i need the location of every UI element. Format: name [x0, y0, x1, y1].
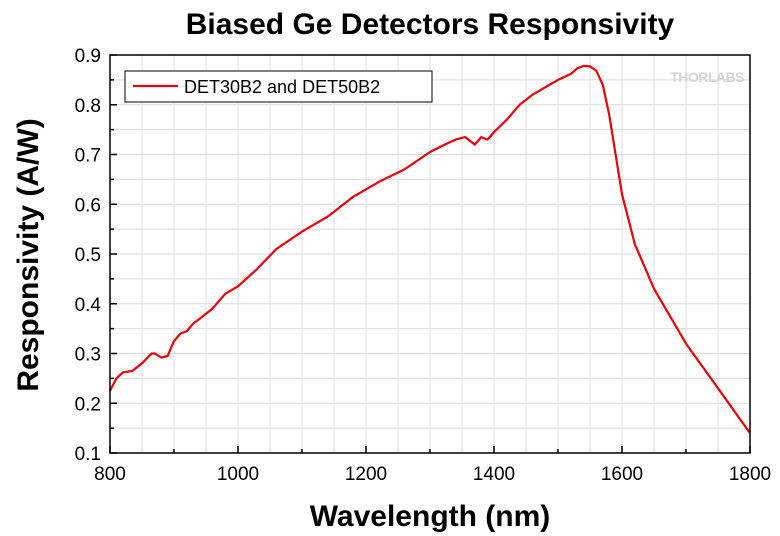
x-tick-label: 1800: [729, 464, 771, 485]
y-tick-label: 0.9: [75, 46, 101, 67]
watermark-logo: THORLABS: [670, 69, 744, 85]
y-tick-label: 0.3: [75, 345, 101, 366]
y-tick-label: 0.6: [75, 195, 101, 216]
y-tick-label: 0.2: [75, 394, 101, 415]
y-tick-label: 0.5: [75, 245, 101, 266]
y-tick-label: 0.4: [75, 295, 102, 316]
plot-border: [109, 54, 751, 454]
y-axis-title: Responsivity (A/W): [12, 118, 45, 391]
x-tick-label: 800: [94, 464, 126, 485]
series-line-det30b2-det50b2: [109, 64, 751, 434]
y-tick-label: 0.8: [75, 96, 101, 117]
y-tick-label: 0.1: [75, 444, 101, 465]
plot-frame: [109, 54, 751, 454]
x-tick-label: 1000: [217, 464, 259, 485]
x-tick-label: 1400: [473, 464, 515, 485]
y-tick-label: 0.7: [75, 146, 101, 167]
chart-title: Biased Ge Detectors Responsivity: [186, 8, 675, 41]
x-axis-title: Wavelength (nm): [310, 500, 551, 533]
series-layer: [109, 64, 751, 434]
y-tick-labels: 0.1 0.2 0.3 0.4 0.5 0.6 0.7 0.8 0.9: [75, 46, 102, 465]
x-tick-label: 1200: [345, 464, 387, 485]
x-tick-labels: 800 1000 1200 1400 1600 1800: [94, 464, 771, 485]
legend: DET30B2 and DET50B2: [124, 70, 433, 103]
gridlines: [110, 55, 750, 453]
legend-label: DET30B2 and DET50B2: [184, 77, 380, 97]
x-tick-label: 1600: [601, 464, 643, 485]
